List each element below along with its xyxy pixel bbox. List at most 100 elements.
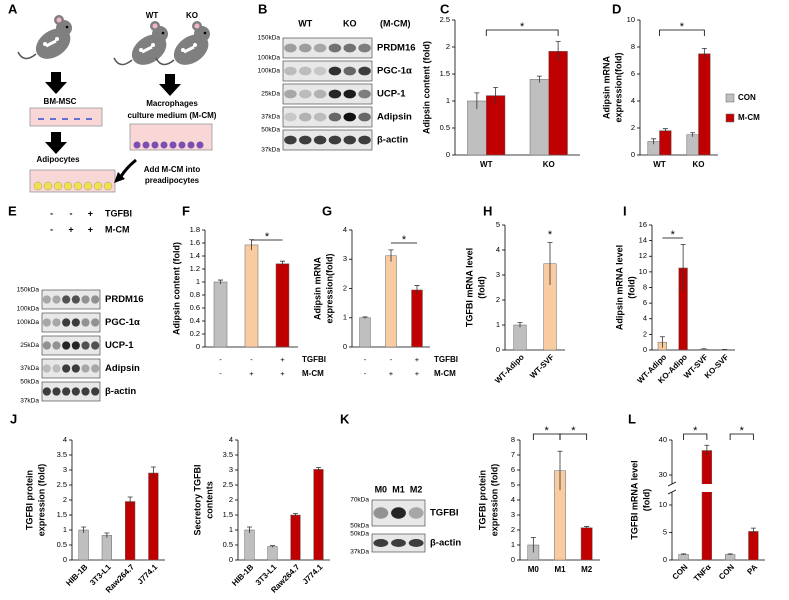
blot-band	[284, 112, 297, 122]
significance-bracket	[659, 29, 705, 36]
mouse-label: WT	[146, 11, 159, 20]
error-bar	[493, 87, 499, 104]
blot-band	[52, 364, 61, 373]
blot-band	[52, 318, 61, 327]
y-axis-label: Secretory TGFBI	[192, 464, 202, 535]
error-bar	[388, 249, 394, 262]
blot-band	[299, 89, 312, 99]
kda-marker: 70kDa	[350, 497, 369, 504]
protein-label: β-actin	[105, 386, 136, 397]
x-tick-label: J774.1	[301, 562, 325, 586]
condition-sign: +	[280, 369, 285, 378]
y-tick-label: 1	[511, 540, 515, 549]
blot-strip	[41, 335, 101, 356]
x-tick-label: TNFα	[692, 562, 713, 583]
blot-band	[408, 539, 424, 547]
blot-band	[373, 539, 389, 547]
blot-band	[313, 89, 327, 99]
y-tick-label: 0	[196, 342, 200, 351]
y-axis-label: Adipsin content (fold)	[421, 41, 431, 134]
blot-band	[373, 507, 389, 519]
bar	[748, 531, 759, 561]
error-bar	[659, 336, 665, 348]
bar	[313, 469, 324, 561]
y-tick-label: 3.5	[57, 450, 67, 459]
bar	[486, 95, 506, 156]
y-tick-label: 2	[446, 42, 450, 51]
step-label: preadipocytes	[145, 176, 200, 185]
bar	[580, 527, 593, 561]
arrow	[45, 132, 67, 154]
condition-sign: -	[50, 224, 53, 234]
blot-band	[42, 387, 51, 396]
kda-marker: 50kDa	[350, 523, 369, 530]
y-axis-label: expression(fold)	[613, 52, 623, 122]
y-tick-label: 1.8	[190, 225, 200, 234]
y-tick-label: 40	[659, 435, 667, 444]
bar	[78, 529, 89, 561]
panel-letter: A	[8, 1, 18, 16]
bar	[411, 289, 423, 348]
y-tick-label: 4	[496, 245, 500, 254]
culture-dish	[29, 169, 116, 193]
kda-marker: 50kDa	[261, 127, 280, 134]
condition-sign: -	[364, 369, 367, 378]
significance-star: *	[571, 425, 576, 437]
blot-band	[328, 135, 342, 145]
error-bar	[690, 132, 696, 137]
kda-marker: 100kDa	[17, 306, 40, 313]
y-tick-label: 2.5	[57, 480, 67, 489]
blot-band	[358, 112, 371, 122]
bar	[385, 255, 397, 348]
y-tick-label: 1.2	[190, 264, 200, 273]
x-tick-label: J774.1	[136, 562, 160, 586]
error-bar	[362, 316, 368, 319]
blot-band	[62, 295, 71, 304]
blot-band	[299, 66, 312, 76]
blot-band	[52, 387, 61, 396]
y-tick-label: 1.5	[57, 510, 67, 519]
bar	[659, 130, 672, 156]
y-axis-label: (fold)	[626, 276, 636, 299]
bar	[244, 529, 255, 561]
bar	[290, 514, 301, 561]
protein-label: PRDM16	[105, 294, 144, 305]
dish-label: culture medium (M-CM)	[128, 111, 217, 120]
blot-strip	[41, 289, 101, 310]
y-tick-label: 6	[631, 69, 635, 78]
blot-strip	[282, 37, 373, 59]
kda-marker: 50kDa	[350, 531, 369, 538]
condition-sign: +	[280, 355, 285, 364]
blot-band	[299, 135, 312, 145]
y-tick-label: 7	[511, 450, 515, 459]
bar	[148, 472, 159, 561]
blot-band	[91, 341, 100, 350]
y-tick-label: 0.8	[190, 290, 200, 299]
blot-band	[358, 135, 371, 145]
blot-band	[343, 66, 356, 76]
condition-label: M-CM	[434, 369, 456, 378]
panel-letter: K	[340, 411, 350, 426]
protein-label: TGFBI	[430, 508, 459, 519]
y-tick-label: 2.5	[440, 15, 450, 24]
panel-letter: E	[8, 203, 17, 218]
y-tick-label: 0	[343, 342, 347, 351]
condition-sign: +	[68, 224, 73, 234]
lane-label: KO	[343, 18, 357, 28]
y-tick-label: 0.5	[57, 540, 67, 549]
condition-sign: +	[249, 369, 254, 378]
blot-strip	[41, 312, 101, 333]
y-axis-label: TGFBI mRNA level	[464, 248, 474, 327]
y-tick-label: 0	[229, 555, 233, 564]
kda-marker: 37kDa	[20, 365, 39, 372]
y-tick-label: 3	[511, 510, 515, 519]
legend-label: M-CM	[738, 113, 760, 122]
y-tick-label: 0.5	[223, 540, 233, 549]
condition-sign: +	[88, 208, 93, 218]
blot-band	[71, 387, 80, 396]
blot-band	[42, 318, 51, 327]
lane-label: M0	[375, 484, 388, 494]
bar	[244, 244, 259, 348]
error-bar	[293, 513, 298, 517]
blot-band	[343, 43, 356, 53]
